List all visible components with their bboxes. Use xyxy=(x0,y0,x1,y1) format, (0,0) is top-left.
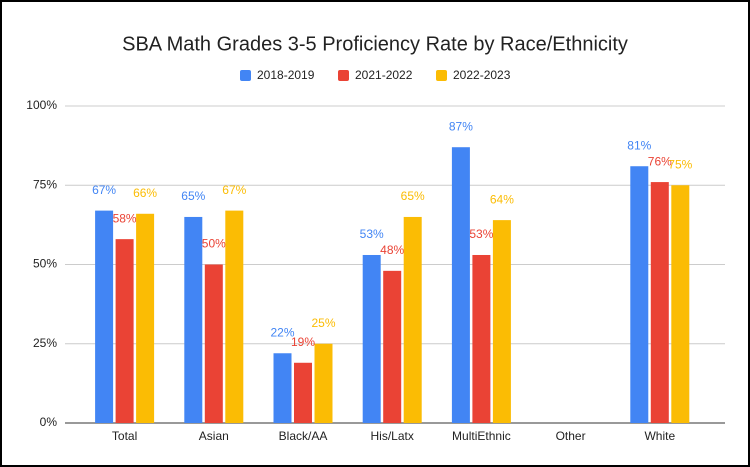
y-tick-label: 25% xyxy=(33,336,57,350)
data-label: 66% xyxy=(133,186,157,200)
x-tick-label: Total xyxy=(112,429,137,443)
bar xyxy=(95,210,114,423)
legend-swatch xyxy=(338,70,349,81)
legend-label: 2022-2023 xyxy=(453,68,511,82)
bar xyxy=(204,264,223,423)
y-tick-label: 100% xyxy=(26,98,57,112)
bar xyxy=(184,216,203,423)
legend-swatch xyxy=(436,70,447,81)
data-label: 67% xyxy=(92,183,116,197)
data-label: 65% xyxy=(181,189,205,203)
y-tick-label: 0% xyxy=(40,415,58,429)
data-label: 53% xyxy=(469,227,493,241)
data-label: 22% xyxy=(270,325,294,339)
data-label: 65% xyxy=(401,189,425,203)
data-label: 76% xyxy=(648,154,672,168)
legend-swatch xyxy=(240,70,251,81)
bar xyxy=(650,182,669,423)
x-tick-label: Other xyxy=(556,429,586,443)
data-label: 50% xyxy=(202,237,226,251)
y-tick-label: 75% xyxy=(33,177,57,191)
data-label: 53% xyxy=(360,227,384,241)
bar xyxy=(314,343,333,423)
x-tick-label: White xyxy=(644,429,675,443)
x-tick-label: MultiEthnic xyxy=(452,429,511,443)
legend-label: 2021-2022 xyxy=(355,68,413,82)
data-label: 81% xyxy=(627,138,651,152)
x-tick-label: His/Latx xyxy=(371,429,414,443)
bar xyxy=(115,239,134,423)
chart-title: SBA Math Grades 3-5 Proficiency Rate by … xyxy=(122,33,628,55)
bar xyxy=(294,362,312,423)
data-label: 64% xyxy=(490,192,514,206)
data-label: 67% xyxy=(222,183,246,197)
bar xyxy=(492,220,511,423)
bar xyxy=(630,166,649,424)
bar xyxy=(383,270,402,423)
bar xyxy=(472,254,491,423)
bar xyxy=(362,254,381,423)
y-tick-label: 50% xyxy=(33,257,57,271)
bar xyxy=(451,147,470,423)
data-label: 25% xyxy=(311,316,335,330)
data-label: 75% xyxy=(668,157,692,171)
data-label: 48% xyxy=(380,243,404,257)
bar xyxy=(671,185,690,423)
data-label: 19% xyxy=(291,335,315,349)
x-tick-label: Asian xyxy=(199,429,229,443)
data-label: 87% xyxy=(449,119,473,133)
data-label: 58% xyxy=(113,211,137,225)
x-tick-label: Black/AA xyxy=(279,429,328,443)
bar xyxy=(403,216,422,423)
bar xyxy=(136,213,155,423)
legend-label: 2018-2019 xyxy=(257,68,315,82)
bar xyxy=(273,353,292,423)
bar xyxy=(225,210,244,423)
